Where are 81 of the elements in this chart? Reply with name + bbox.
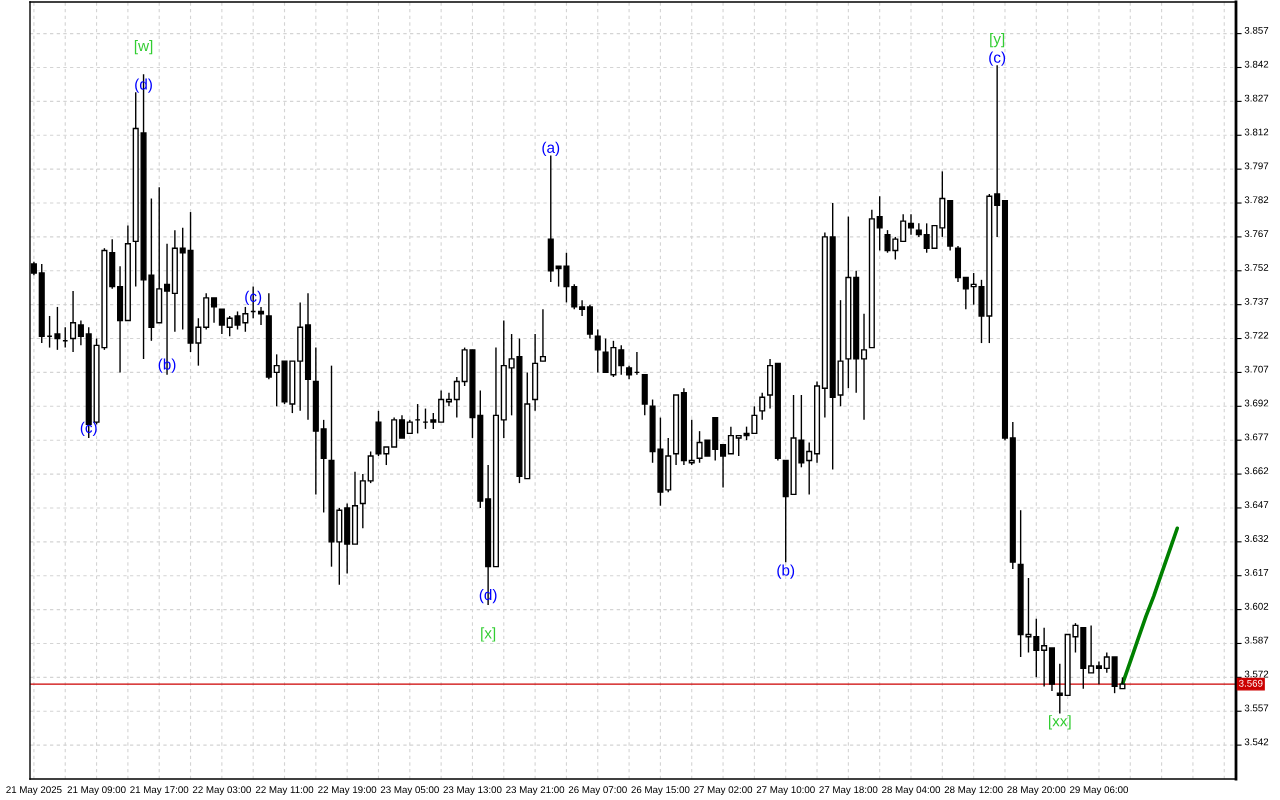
y-tick-label: 3.587 (1244, 636, 1269, 644)
candlestick (720, 444, 727, 489)
candlestick (54, 306, 61, 351)
candlestick (900, 213, 907, 243)
y-tick-label: 3.662 (1244, 467, 1269, 475)
y-tick-label: 3.677 (1244, 433, 1269, 441)
y-tick-label: 3.602 (1244, 602, 1269, 610)
y-tick-label: 3.647 (1244, 501, 1269, 509)
candlestick (1041, 626, 1048, 688)
y-tick-label: 3.557 (1244, 704, 1269, 712)
y-tick-label: 3.782 (1244, 196, 1269, 204)
candlestick (1088, 624, 1095, 674)
candlestick (735, 434, 742, 457)
candlestick (70, 290, 77, 353)
x-tick-label: 26 May 15:00 (631, 786, 690, 796)
candlestick (688, 419, 695, 466)
y-tick-label: 3.842 (1244, 60, 1269, 68)
x-tick-label: 27 May 18:00 (819, 786, 878, 796)
y-tick-label: 3.737 (1244, 297, 1269, 305)
candlestick (1095, 660, 1102, 685)
candlestick (445, 392, 453, 408)
annotation: [w] (134, 39, 153, 55)
candlestick (907, 213, 915, 236)
y-tick-label: 3.797 (1244, 162, 1269, 170)
x-tick-label: 26 May 07:00 (568, 786, 627, 796)
x-tick-label: 22 May 19:00 (318, 786, 377, 796)
y-tick-label: 3.617 (1244, 568, 1269, 576)
x-tick-label: 28 May 12:00 (944, 786, 1003, 796)
candlestick (359, 473, 366, 529)
candlestick (727, 425, 734, 455)
candlestick (438, 389, 445, 423)
ref-line-label: 3.569 (1239, 679, 1263, 687)
annotation: [y] (990, 32, 1005, 48)
y-tick-label: 3.692 (1244, 399, 1269, 407)
annotation: (c) (989, 51, 1006, 66)
x-tick-label: 28 May 20:00 (1007, 786, 1066, 796)
candlestick (1056, 663, 1063, 715)
y-tick-label: 3.632 (1244, 535, 1269, 542)
candlestick (257, 306, 265, 326)
candlestick (618, 344, 625, 376)
x-tick-label: 21 May 09:00 (67, 786, 126, 796)
candlestick (806, 441, 813, 496)
candlestick (594, 328, 601, 374)
candlestick (994, 64, 1001, 238)
annotation: [xx] (1049, 715, 1071, 730)
candlestick (962, 276, 969, 310)
y-tick-label: 3.827 (1244, 94, 1269, 102)
x-tick-label: 27 May 10:00 (756, 786, 815, 796)
candlestick (539, 308, 546, 362)
candlestick (571, 283, 578, 310)
x-tick-label: 23 May 13:00 (443, 786, 502, 796)
y-tick-label: 3.857 (1244, 26, 1269, 34)
y-tick-label: 3.572 (1244, 670, 1269, 678)
x-tick-label: 23 May 05:00 (380, 786, 439, 796)
x-tick-label: 22 May 11:00 (255, 786, 314, 796)
x-tick-label: 29 May 06:00 (1069, 786, 1129, 796)
candlestick (218, 308, 225, 335)
candlestick (579, 299, 586, 317)
annotation: (b) (777, 564, 795, 579)
x-tick-label: 23 May 21:00 (506, 786, 565, 796)
annotation: (a) (542, 141, 560, 156)
candlestick (876, 195, 883, 252)
y-tick-label: 3.812 (1244, 128, 1269, 136)
x-tick-label: 22 May 03:00 (192, 786, 251, 796)
candlestick (860, 313, 868, 421)
y-tick-label: 3.722 (1244, 331, 1269, 339)
x-tick-label: 21 May 2025 (6, 786, 62, 796)
y-tick-label: 3.752 (1244, 264, 1269, 271)
y-tick-label: 3.707 (1244, 365, 1269, 373)
y-tick-label: 3.767 (1244, 230, 1269, 238)
x-tick-label: 28 May 04:00 (882, 786, 941, 796)
candlestick (1103, 651, 1110, 674)
x-tick-label: 27 May 02:00 (694, 786, 753, 796)
x-tick-label: 21 May 17:00 (130, 786, 189, 796)
candlestick (77, 319, 84, 347)
candlestick (759, 392, 766, 421)
candlestick (398, 414, 406, 439)
candlestick (210, 297, 218, 324)
annotation: [x] (481, 627, 496, 642)
y-tick-label: 3.542 (1244, 738, 1269, 746)
candlestick (453, 376, 460, 419)
